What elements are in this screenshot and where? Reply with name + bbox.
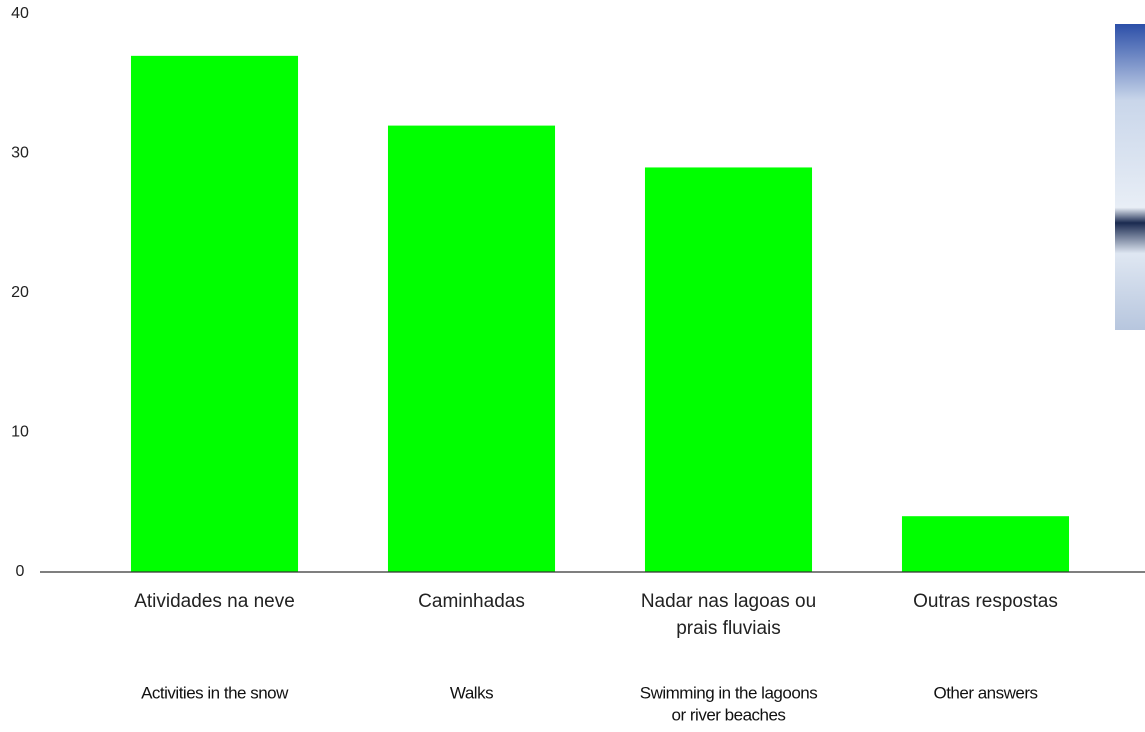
x-tick-label: Outras respostas bbox=[913, 591, 1058, 612]
y-tick-label: 30 bbox=[11, 145, 29, 162]
translation-label: Activities in the snow bbox=[141, 683, 289, 702]
bar bbox=[901, 516, 1070, 572]
bar bbox=[130, 55, 299, 573]
x-tick-label: prais fluviais bbox=[676, 618, 781, 639]
y-tick-label: 20 bbox=[11, 284, 29, 301]
bar bbox=[644, 167, 813, 572]
translation-label: Swimming in the lagoons bbox=[640, 683, 817, 702]
photo bbox=[1115, 24, 1145, 330]
y-tick-label: 0 bbox=[16, 563, 25, 580]
bar bbox=[387, 125, 556, 572]
x-tick-label: Atividades na neve bbox=[134, 591, 295, 612]
x-tick-label: Nadar nas lagoas ou bbox=[641, 591, 816, 612]
y-tick-label: 10 bbox=[11, 424, 29, 441]
y-tick-label: 40 bbox=[11, 5, 29, 22]
translation-label: or river beaches bbox=[672, 705, 786, 724]
x-tick-label: Caminhadas bbox=[418, 591, 525, 612]
translation-label: Walks bbox=[450, 683, 493, 702]
translation-label: Other answers bbox=[933, 683, 1037, 702]
